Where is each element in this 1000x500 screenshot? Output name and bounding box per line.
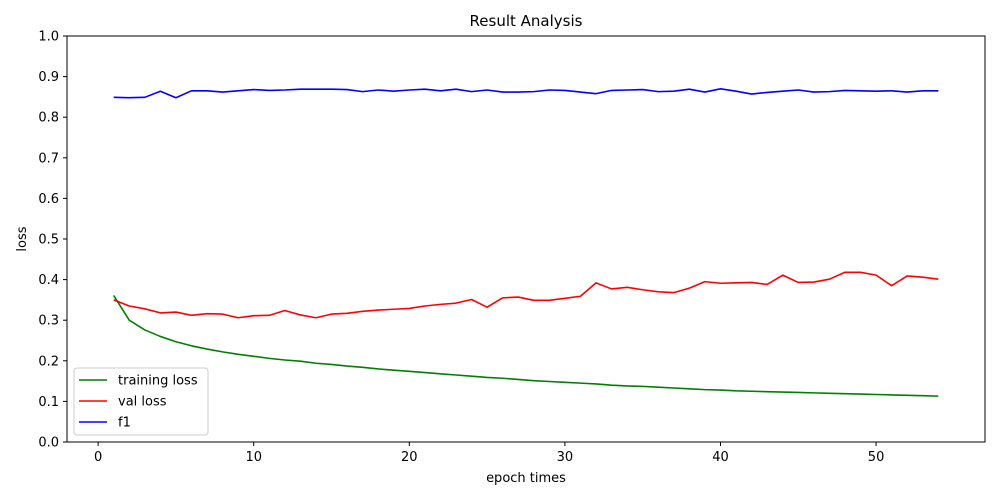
y-tick-label: 0.3 — [38, 314, 59, 329]
y-tick-label: 0.7 — [38, 151, 59, 166]
x-tick-label: 10 — [245, 450, 262, 465]
plot-area — [66, 35, 986, 443]
legend-label: training loss — [118, 374, 198, 389]
legend-box — [73, 367, 209, 436]
x-tick-label: 20 — [401, 450, 418, 465]
y-tick-label: 1.0 — [38, 30, 59, 45]
y-tick-label: 0.2 — [38, 354, 59, 369]
x-tick-label: 50 — [868, 450, 885, 465]
series-line-val-loss — [113, 271, 939, 319]
legend: training loss val loss f1 — [73, 367, 209, 436]
x-axis-label: epoch times — [486, 471, 566, 486]
y-tick-label: 0.5 — [38, 233, 59, 248]
y-axis-label: loss — [15, 226, 30, 251]
x-tick-label: 0 — [94, 450, 102, 465]
series-line-training-loss — [113, 295, 939, 397]
x-tick-label: 40 — [712, 450, 729, 465]
y-tick-label: 0.6 — [38, 192, 59, 207]
y-tick-label: 0.4 — [38, 273, 59, 288]
y-tick-label: 0.1 — [38, 395, 59, 410]
y-tick-label: 0.0 — [38, 436, 59, 451]
plot-frame — [66, 35, 986, 443]
series-layer — [113, 87, 939, 397]
legend-label: val loss — [118, 395, 167, 410]
x-tick-label: 30 — [557, 450, 574, 465]
series-line-f1 — [113, 87, 939, 99]
x-axis: 0 10 20 30 40 50 — [94, 442, 884, 465]
chart-title: Result Analysis — [470, 12, 583, 30]
legend-label: f1 — [118, 416, 131, 431]
y-axis: 0.0 0.1 0.2 0.3 0.4 0.5 0.6 0.7 0.8 0.9 1.0 — [38, 30, 67, 451]
y-tick-label: 0.8 — [38, 111, 59, 126]
y-tick-label: 0.9 — [38, 70, 59, 85]
